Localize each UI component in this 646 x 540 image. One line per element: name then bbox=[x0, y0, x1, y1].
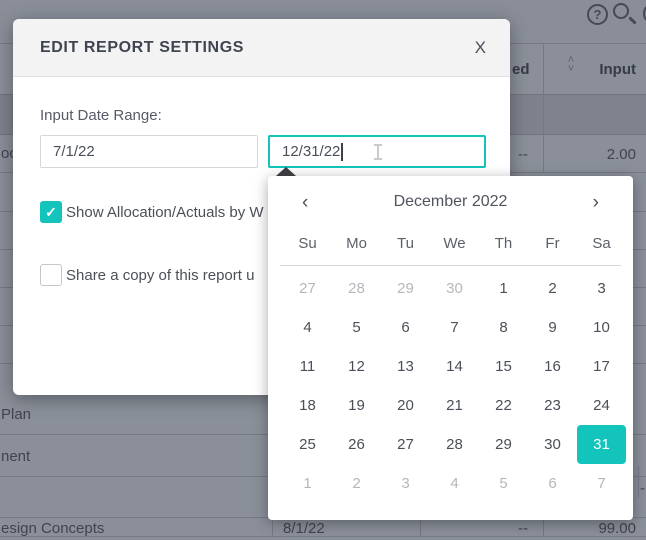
modal-title: EDIT REPORT SETTINGS bbox=[40, 38, 245, 56]
previous-month-button[interactable]: ‹ bbox=[302, 192, 309, 213]
calendar-day[interactable]: 18 bbox=[299, 397, 316, 414]
calendar-day[interactable]: 7 bbox=[450, 319, 459, 336]
row-planned-cell: -- bbox=[518, 520, 528, 537]
calendar-day[interactable]: 29 bbox=[495, 436, 512, 453]
calendar-day[interactable]: 24 bbox=[593, 397, 610, 414]
day-of-week-label: Th bbox=[494, 235, 513, 252]
calendar-day[interactable]: 15 bbox=[495, 358, 512, 375]
start-date-input[interactable]: 7/1/22 bbox=[40, 135, 258, 168]
calendar-day[interactable]: 5 bbox=[499, 475, 508, 492]
calendar-day[interactable]: 1 bbox=[303, 475, 312, 492]
calendar-day[interactable]: 16 bbox=[544, 358, 561, 375]
calendar-day[interactable]: 12 bbox=[348, 358, 365, 375]
calendar-day[interactable]: 19 bbox=[348, 397, 365, 414]
calendar-day[interactable]: 1 bbox=[499, 280, 508, 297]
sort-icon: ˄ ˅ bbox=[567, 54, 575, 75]
calendar-month-title: December 2022 bbox=[393, 193, 508, 210]
calendar-day[interactable]: 30 bbox=[446, 280, 463, 297]
start-date-value: 7/1/22 bbox=[53, 143, 95, 160]
day-of-week-label: We bbox=[443, 235, 466, 252]
day-of-week-label: Sa bbox=[592, 235, 611, 252]
table-row bbox=[0, 518, 646, 537]
calendar-day-selected[interactable]: 31 bbox=[577, 425, 626, 464]
calendar-day[interactable]: 27 bbox=[299, 280, 316, 297]
calendar-day[interactable]: 14 bbox=[446, 358, 463, 375]
ibeam-cursor bbox=[373, 144, 383, 160]
calendar-day[interactable]: 2 bbox=[352, 475, 361, 492]
calendar-day[interactable]: 25 bbox=[299, 436, 316, 453]
search-icon bbox=[612, 2, 638, 28]
row-name-fragment: Plan bbox=[1, 406, 32, 423]
day-of-week-label: Fr bbox=[545, 235, 560, 252]
share-report-checkbox-row[interactable]: Share a copy of this report u bbox=[40, 264, 254, 286]
calendar-day[interactable]: 9 bbox=[548, 319, 557, 336]
day-of-week-header: Su Mo Tu We Th Fr Sa bbox=[268, 235, 633, 252]
date-range-label: Input Date Range: bbox=[40, 107, 162, 124]
unchecked-checkbox-icon[interactable] bbox=[40, 264, 62, 286]
help-icon: ? bbox=[587, 4, 608, 25]
day-of-week-label: Mo bbox=[346, 235, 367, 252]
end-date-value: 12/31/22 bbox=[282, 143, 341, 160]
calendar-day[interactable]: 10 bbox=[593, 319, 610, 336]
calendar-day[interactable]: 5 bbox=[352, 319, 361, 336]
calendar-day[interactable]: 6 bbox=[401, 319, 410, 336]
calendar-day[interactable]: 26 bbox=[348, 436, 365, 453]
column-header-partial: ed bbox=[512, 61, 530, 78]
calendar-day[interactable]: 30 bbox=[544, 436, 561, 453]
row-date-cell: 8/1/22 bbox=[283, 520, 325, 537]
calendar-day[interactable]: 27 bbox=[397, 436, 414, 453]
calendar-day[interactable]: 11 bbox=[299, 358, 316, 375]
show-allocation-label: Show Allocation/Actuals by W bbox=[66, 203, 264, 221]
share-report-label: Share a copy of this report u bbox=[66, 266, 255, 284]
checked-checkbox-icon[interactable]: ✓ bbox=[40, 201, 62, 223]
date-picker-popup: ‹ December 2022 › Su Mo Tu We Th Fr Sa 27 28 29 3… bbox=[268, 167, 633, 520]
show-allocation-checkbox-row[interactable]: ✓ Show Allocation/Actuals by W bbox=[40, 201, 264, 223]
row-input-cell: 99.00 bbox=[598, 520, 636, 537]
popup-caret-icon bbox=[276, 167, 296, 176]
calendar-day[interactable]: 4 bbox=[450, 475, 459, 492]
calendar-day[interactable]: 6 bbox=[548, 475, 557, 492]
calendar-day[interactable]: 29 bbox=[397, 280, 414, 297]
calendar-grid: 27 28 29 30 1 2 3 4 5 6 7 8 9 10 11 12 13 14 15 16 17 18 19 20 2… bbox=[268, 269, 633, 503]
calendar-day[interactable]: 28 bbox=[446, 436, 463, 453]
calendar-day[interactable]: 8 bbox=[499, 319, 508, 336]
calendar-day[interactable]: 13 bbox=[397, 358, 414, 375]
calendar-day[interactable]: 4 bbox=[303, 319, 312, 336]
column-header-input: Input bbox=[599, 61, 636, 78]
day-of-week-label: Tu bbox=[397, 235, 414, 252]
calendar-day[interactable]: 28 bbox=[348, 280, 365, 297]
calendar-day[interactable]: 17 bbox=[593, 358, 610, 375]
day-of-week-label: Su bbox=[298, 235, 317, 252]
row-input-cell: 2.00 bbox=[606, 146, 636, 163]
calendar-day[interactable]: 20 bbox=[397, 397, 414, 414]
calendar-day[interactable]: 22 bbox=[495, 397, 512, 414]
calendar-day[interactable]: 3 bbox=[401, 475, 410, 492]
calendar-divider bbox=[280, 265, 621, 266]
next-month-button[interactable]: › bbox=[592, 192, 599, 213]
modal-header: EDIT REPORT SETTINGS X bbox=[13, 19, 510, 77]
calendar-day[interactable]: 23 bbox=[544, 397, 561, 414]
row-name-fragment: esign Concepts bbox=[1, 520, 105, 537]
text-caret bbox=[341, 142, 343, 161]
calendar-day[interactable]: 3 bbox=[597, 280, 606, 297]
row-planned-cell: -- bbox=[518, 146, 528, 163]
row-name-fragment: oc bbox=[1, 145, 17, 162]
calendar-day[interactable]: 21 bbox=[446, 397, 463, 414]
clipped-cell-fragment: - bbox=[640, 480, 645, 497]
calendar-day[interactable]: 7 bbox=[597, 475, 606, 492]
row-name-fragment: nent bbox=[1, 448, 31, 465]
calendar-day[interactable]: 2 bbox=[548, 280, 557, 297]
close-button[interactable]: X bbox=[474, 37, 486, 57]
